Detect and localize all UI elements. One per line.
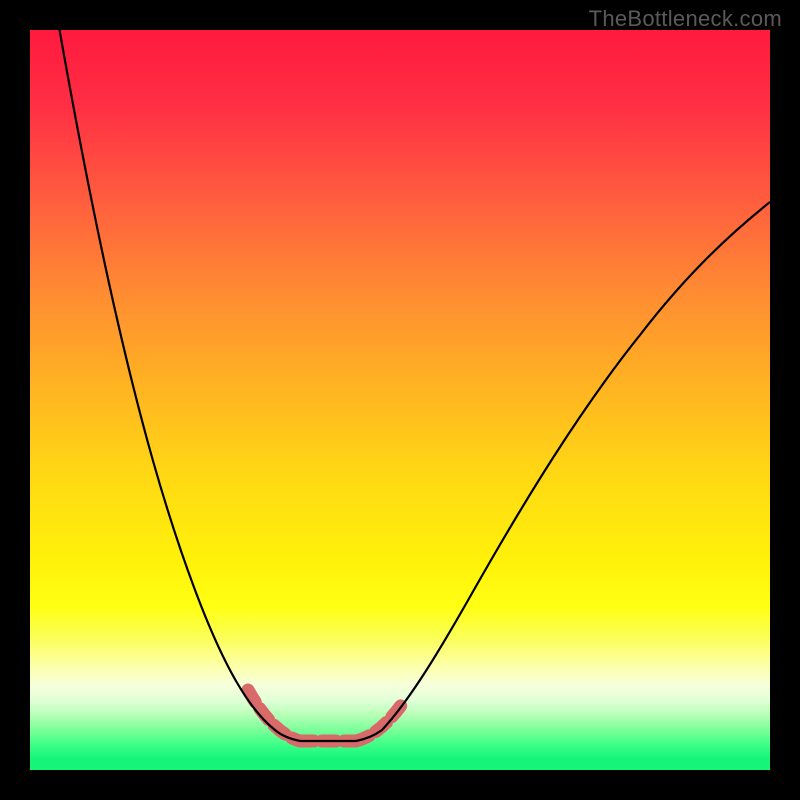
- main-curve: [56, 30, 770, 741]
- plot-area: [30, 30, 770, 770]
- bottleneck-curve-chart: [30, 30, 770, 770]
- figure-frame: TheBottleneck.com: [0, 0, 800, 800]
- watermark-text: TheBottleneck.com: [589, 6, 782, 32]
- highlight-segments: [248, 690, 405, 741]
